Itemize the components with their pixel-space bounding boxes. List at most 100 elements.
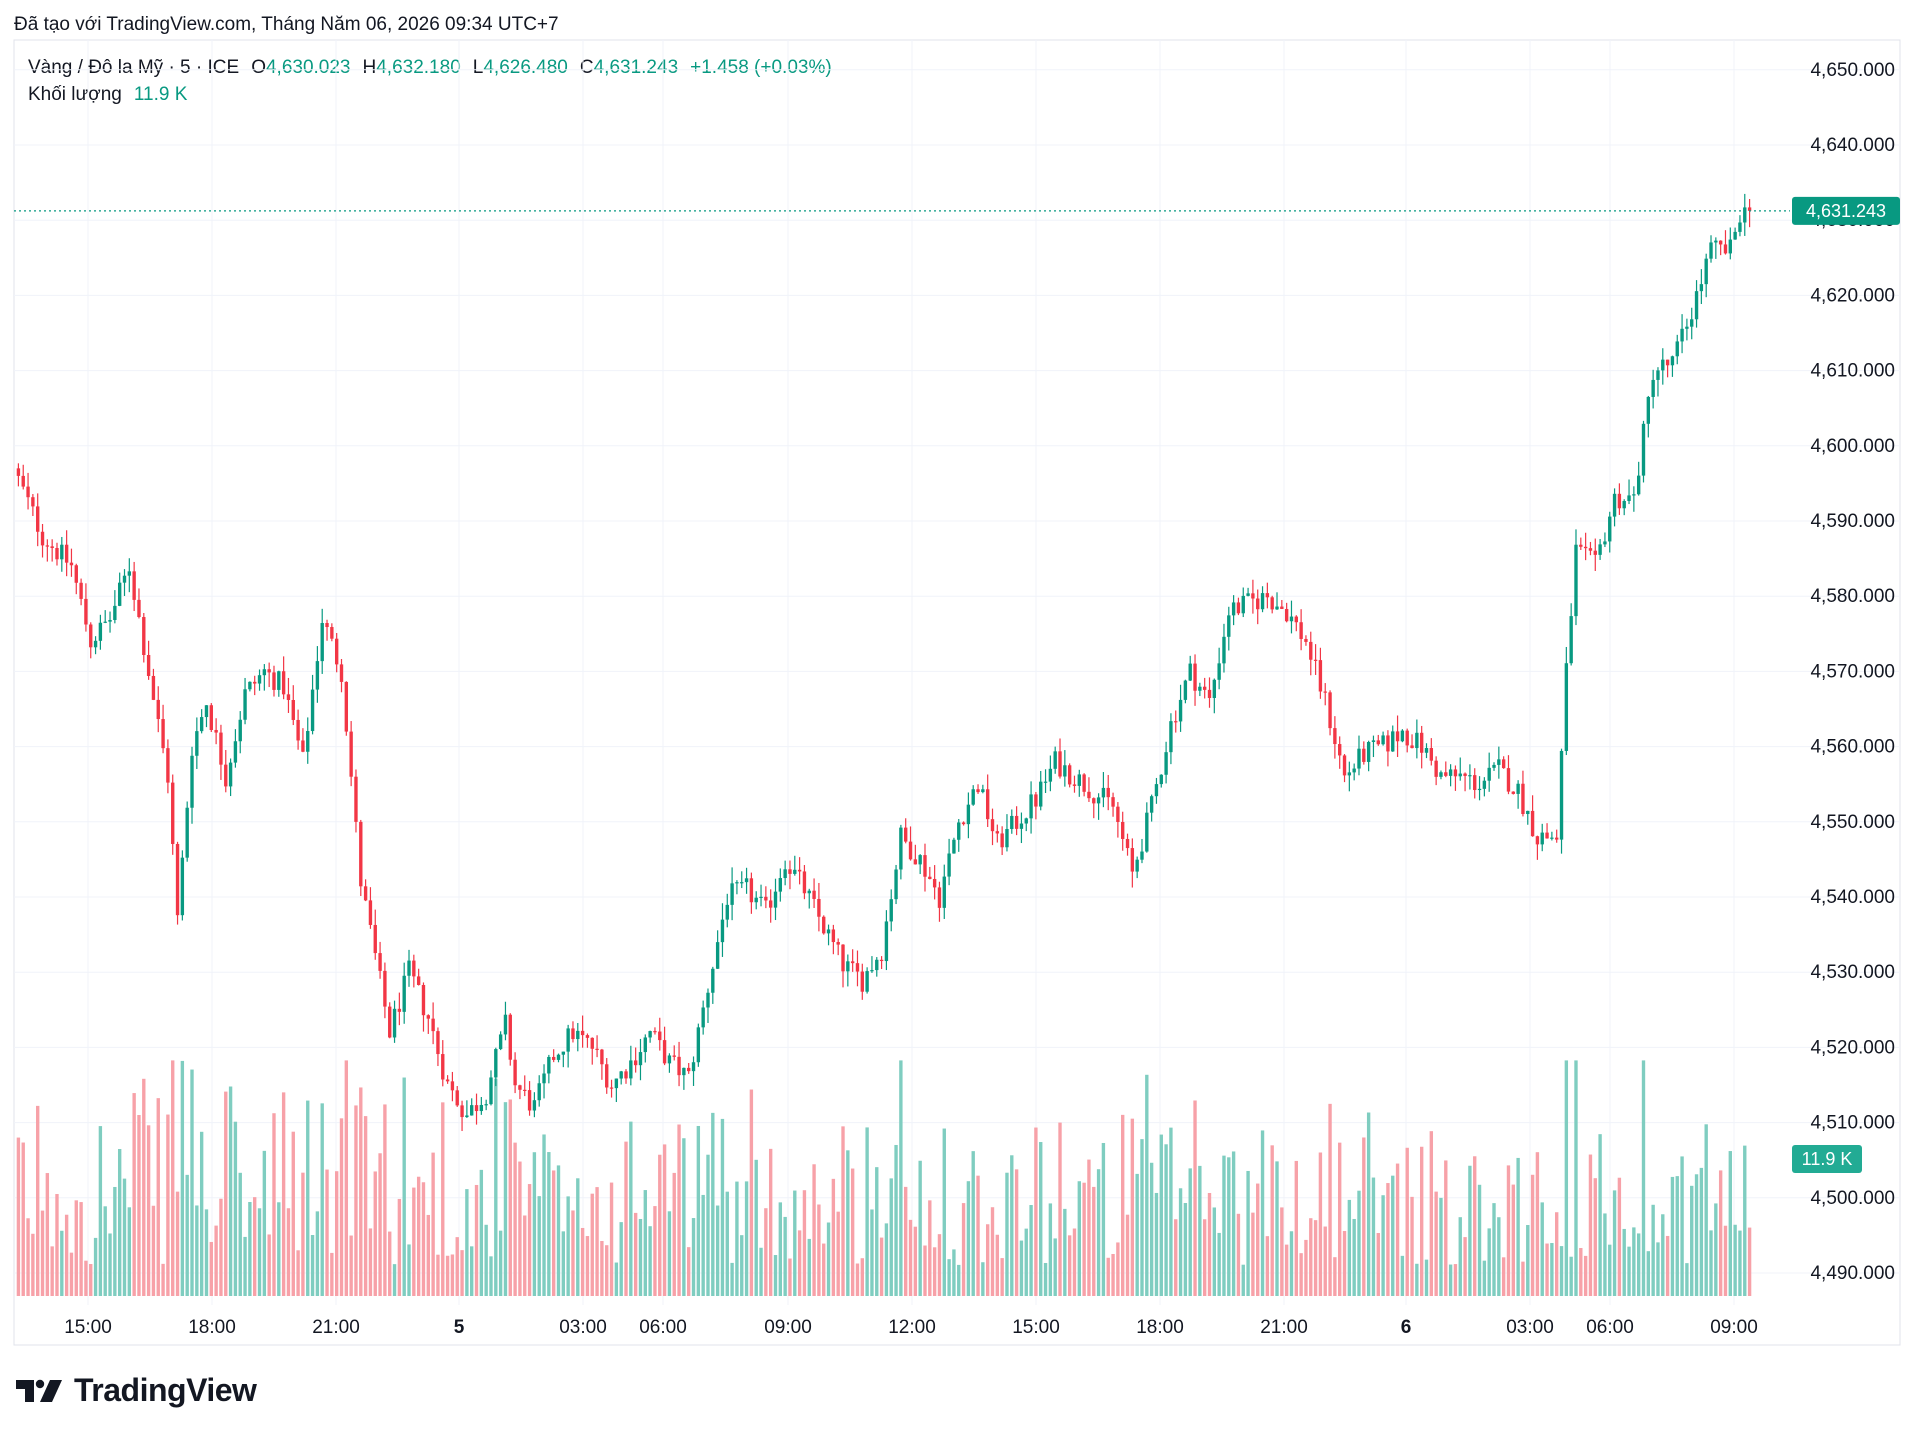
candle-body xyxy=(142,617,146,656)
y-tick-label: 4,580.000 xyxy=(1810,586,1895,607)
volume-bar xyxy=(846,1150,850,1296)
candle-body xyxy=(1506,768,1511,792)
candle-body xyxy=(137,599,141,618)
volume-bar xyxy=(1728,1151,1732,1296)
candle-body xyxy=(1241,595,1245,614)
candle-body xyxy=(31,497,35,507)
volume-bar xyxy=(1632,1227,1636,1296)
volume-bar xyxy=(1289,1231,1294,1296)
candle-body xyxy=(860,971,864,992)
volume-bar xyxy=(1106,1257,1110,1296)
candle-body xyxy=(518,1085,522,1090)
candle-body xyxy=(961,822,966,825)
volume-bar xyxy=(1453,1264,1458,1296)
x-tick-label: 21:00 xyxy=(312,1317,360,1338)
volume-bar xyxy=(151,1205,156,1296)
candle-body xyxy=(1381,735,1385,745)
volume-bar xyxy=(55,1194,59,1296)
candle-body xyxy=(233,741,238,763)
volume-bar xyxy=(494,1078,498,1296)
candle-body xyxy=(605,1064,609,1088)
volume-bar xyxy=(1347,1199,1352,1296)
candle-body xyxy=(1212,679,1217,698)
volume-bar xyxy=(180,1060,185,1296)
candle-body xyxy=(1289,616,1294,622)
tradingview-logo[interactable]: TradingView xyxy=(16,1372,257,1409)
candle-body xyxy=(1328,692,1332,729)
candle-body xyxy=(981,789,985,793)
candle-body xyxy=(768,900,773,908)
volume-bar xyxy=(1656,1242,1660,1296)
volume-bar xyxy=(1694,1174,1699,1296)
candle-body xyxy=(45,545,50,547)
candle-body xyxy=(1690,319,1694,327)
brand-name: TradingView xyxy=(74,1372,257,1408)
candle-body xyxy=(1636,475,1641,495)
volume-bar xyxy=(436,1254,440,1296)
candle-body xyxy=(1656,370,1660,380)
volume-bar xyxy=(1323,1226,1327,1296)
volume-bar xyxy=(1743,1145,1747,1296)
candle-body xyxy=(1188,663,1192,681)
candle-body xyxy=(498,1034,503,1050)
created-with-text: Đã tạo với TradingView.com, Tháng Năm 06… xyxy=(14,14,559,35)
volume-bar xyxy=(1516,1157,1520,1296)
candle-body xyxy=(532,1100,537,1111)
volume-bar xyxy=(1135,1173,1139,1296)
volume-bar xyxy=(797,1230,802,1296)
candle-body xyxy=(412,960,416,977)
candle-body xyxy=(1694,291,1699,320)
symbol-label[interactable]: Vàng / Đô la Mỹ · 5 · ICE xyxy=(28,57,240,78)
y-tick-label: 4,570.000 xyxy=(1810,661,1895,682)
chart-frame xyxy=(13,39,1901,1346)
candle-body xyxy=(691,1062,696,1072)
volume-bar xyxy=(156,1098,160,1296)
volume-bar xyxy=(1381,1195,1385,1296)
volume-bar xyxy=(74,1200,78,1296)
candle-body xyxy=(286,694,291,701)
volume-bar xyxy=(166,1114,170,1296)
volume-bar xyxy=(590,1193,594,1296)
candle-body xyxy=(1347,772,1352,776)
candle-body xyxy=(1352,768,1356,773)
candle-body xyxy=(392,1008,397,1038)
candle-body xyxy=(1039,781,1043,807)
candle-body xyxy=(1448,769,1453,776)
candle-body xyxy=(1333,728,1337,745)
x-tick-label: 18:00 xyxy=(188,1317,236,1338)
candle-body xyxy=(1116,806,1120,822)
volume-bar xyxy=(407,1244,411,1296)
volume-bar xyxy=(1636,1233,1641,1296)
time-axis[interactable]: 15:00 18:00 21:00 5 03:00 06:00 09:00 12:00 15:0… xyxy=(64,1317,1758,1338)
volume-bar xyxy=(330,1252,334,1296)
volume-bar xyxy=(1506,1165,1511,1296)
candle-body xyxy=(619,1071,623,1079)
candle-body xyxy=(995,831,1000,834)
candle-body xyxy=(831,929,836,943)
candle-body xyxy=(537,1083,541,1101)
candle-body xyxy=(1487,767,1491,781)
candle-body xyxy=(479,1104,484,1112)
volume-bar xyxy=(108,1233,112,1296)
volume-bar xyxy=(373,1171,377,1296)
candle-body xyxy=(976,789,980,793)
volume-bar xyxy=(677,1124,681,1296)
price-axis[interactable]: 4,490.000 4,500.000 4,510.000 4,520.000 4,53… xyxy=(1810,60,1895,1284)
volume-label[interactable]: Khối lượng xyxy=(28,84,122,105)
candle-body xyxy=(103,621,107,623)
candle-body xyxy=(1207,689,1212,698)
candle-body xyxy=(89,624,93,648)
candle-body xyxy=(1236,602,1241,614)
candle-body xyxy=(209,705,213,730)
candle-body xyxy=(1646,396,1651,424)
candle-body xyxy=(1010,815,1014,829)
volume-bar xyxy=(1251,1212,1255,1296)
volume-bar xyxy=(98,1126,103,1296)
volume-bar xyxy=(624,1141,628,1296)
candle-body xyxy=(629,1060,633,1079)
volume-bar xyxy=(1395,1163,1400,1296)
price-chart[interactable]: 4,490.000 4,500.000 4,510.000 4,520.000 4,53… xyxy=(0,0,1920,1360)
volume-bar xyxy=(224,1091,228,1296)
volume-bar xyxy=(209,1241,213,1296)
candle-body xyxy=(349,731,353,777)
